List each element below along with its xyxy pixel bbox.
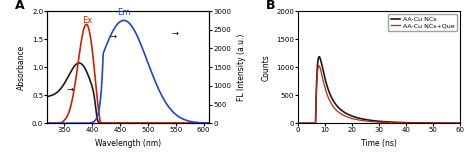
AA-Cu NCs — [452, 122, 458, 124]
AA-Cu NCs — [374, 120, 380, 122]
Y-axis label: Counts: Counts — [261, 54, 270, 81]
AA-Cu NCs — [316, 56, 322, 58]
Text: $\rightarrow$: $\rightarrow$ — [170, 29, 180, 38]
AA-Cu NCs+Que — [423, 122, 428, 124]
Text: Em: Em — [117, 8, 130, 17]
AA-Cu NCs — [457, 122, 463, 124]
X-axis label: Time (ns): Time (ns) — [361, 139, 397, 148]
Line: AA-Cu NCs+Que: AA-Cu NCs+Que — [298, 66, 460, 123]
AA-Cu NCs+Que — [452, 122, 458, 124]
Line: AA-Cu NCs: AA-Cu NCs — [298, 57, 460, 123]
AA-Cu NCs — [423, 122, 428, 124]
AA-Cu NCs+Que — [303, 122, 309, 124]
AA-Cu NCs — [452, 122, 458, 124]
Y-axis label: Absorbance: Absorbance — [18, 45, 27, 90]
AA-Cu NCs — [295, 122, 301, 124]
AA-Cu NCs+Que — [295, 122, 301, 124]
AA-Cu NCs+Que — [374, 121, 380, 123]
AA-Cu NCs+Que — [370, 121, 375, 123]
AA-Cu NCs+Que — [457, 122, 463, 124]
Y-axis label: FL Intensity (a.u.): FL Intensity (a.u.) — [237, 33, 246, 101]
Text: Ex: Ex — [82, 16, 93, 25]
AA-Cu NCs — [370, 120, 375, 122]
Text: $\rightarrow$: $\rightarrow$ — [108, 32, 118, 41]
AA-Cu NCs — [303, 122, 309, 124]
AA-Cu NCs+Que — [316, 65, 322, 67]
Legend: AA-Cu NCs, AA-Cu NCs+Que: AA-Cu NCs, AA-Cu NCs+Que — [388, 14, 456, 31]
Text: B: B — [266, 0, 275, 12]
AA-Cu NCs+Que — [452, 122, 458, 124]
Text: A: A — [15, 0, 25, 12]
Text: $\rightarrow$: $\rightarrow$ — [65, 85, 75, 94]
X-axis label: Wavelength (nm): Wavelength (nm) — [95, 139, 161, 148]
